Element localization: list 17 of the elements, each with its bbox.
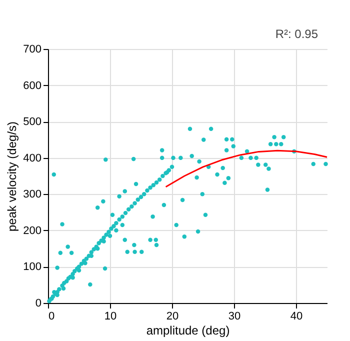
y-tick-label: 0 — [35, 298, 42, 310]
x-tick-label: 20 — [166, 310, 179, 322]
x-tick-label: 40 — [290, 310, 303, 322]
y-axis-title: peak velocity (deg/s) — [5, 121, 20, 232]
y-tick-label: 600 — [23, 80, 42, 92]
line-series — [165, 150, 328, 188]
y-tick-label: 200 — [23, 224, 42, 237]
y-tick-label: 500 — [23, 116, 42, 128]
x-tick-label: 30 — [228, 310, 241, 322]
y-tick-label: 300 — [23, 188, 42, 201]
y-tick-label: 700 — [23, 44, 42, 56]
x-axis-title: amplitude (deg) — [146, 324, 230, 338]
x-tick-label: 10 — [104, 310, 117, 322]
x-tick-label: 0 — [48, 310, 55, 322]
y-tick-label: 100 — [23, 261, 42, 274]
text: R²: 0.95 — [275, 27, 318, 41]
y-tick-label: 400 — [23, 152, 42, 164]
